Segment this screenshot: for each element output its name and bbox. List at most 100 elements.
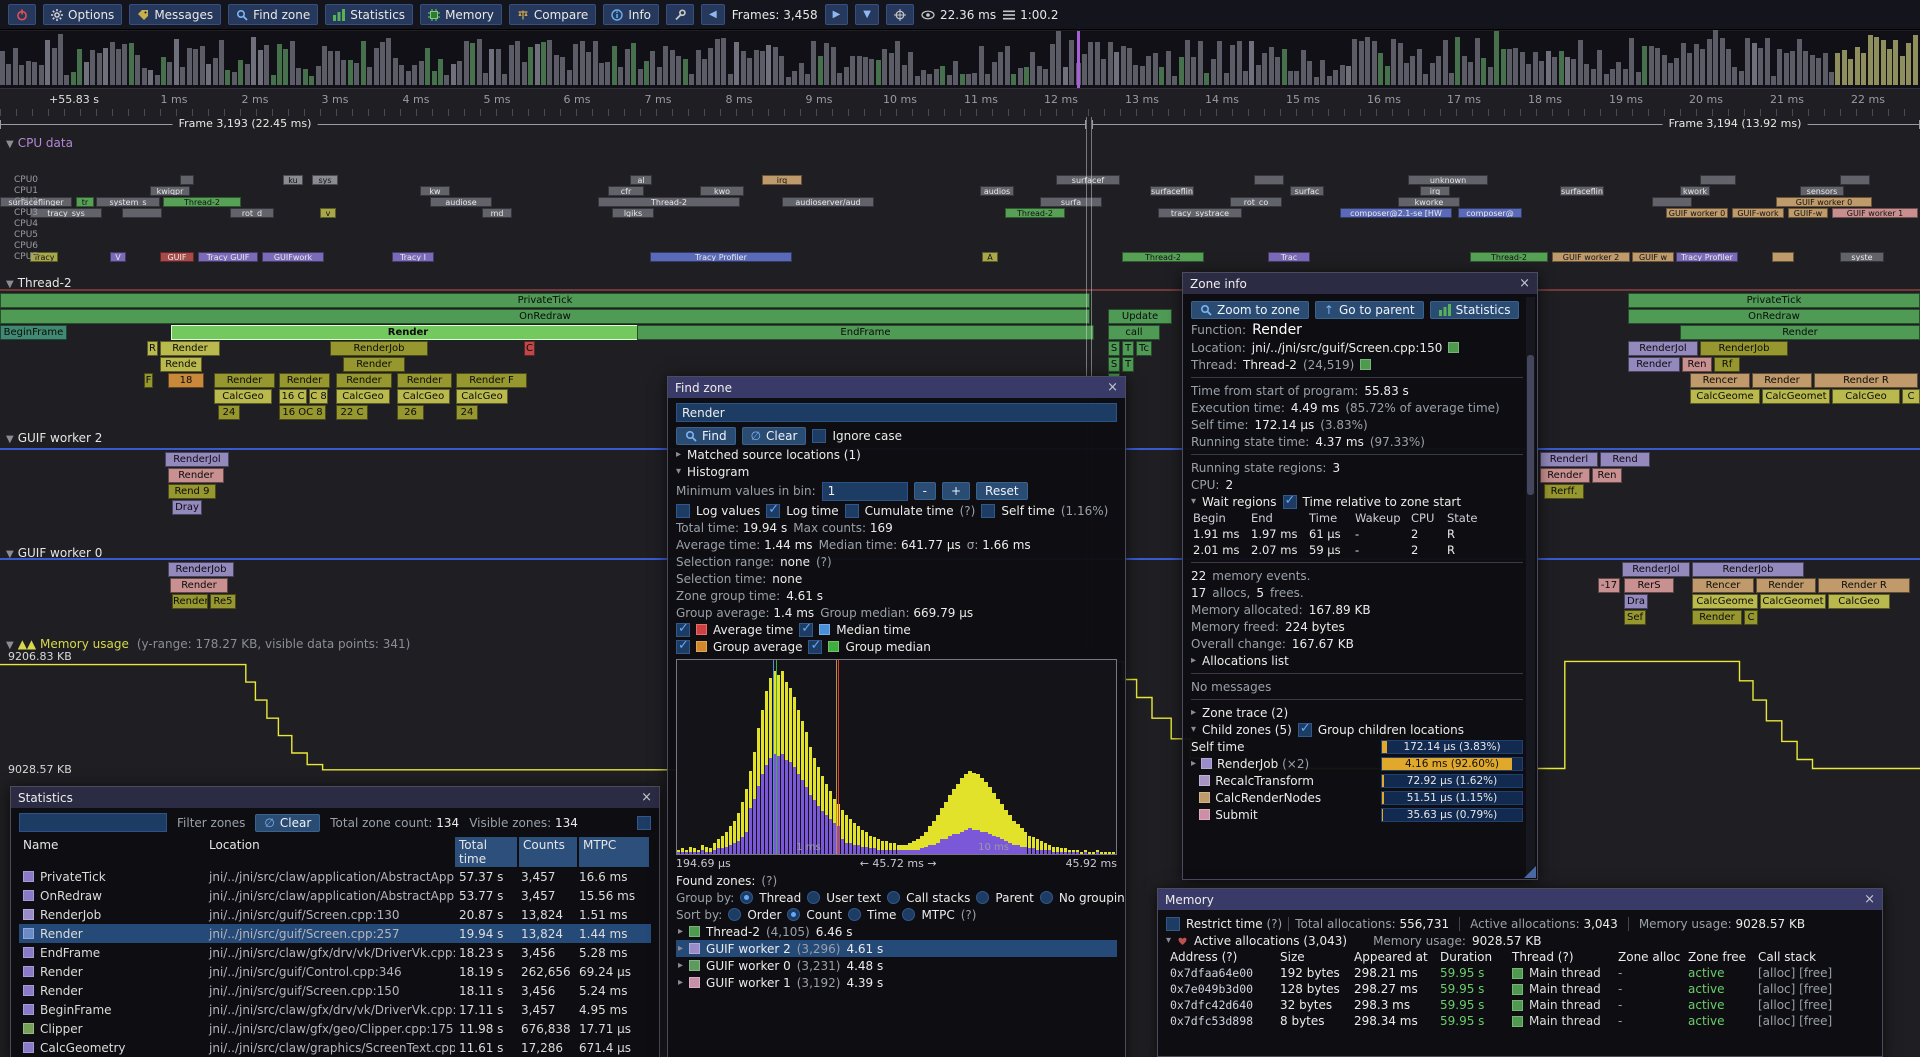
cpu-zone[interactable]: kwiqpr (150, 186, 190, 196)
zone[interactable]: BeginFrame (0, 325, 67, 340)
cpu-zone[interactable]: Thread-2 (1005, 208, 1065, 218)
zone[interactable]: 26 (397, 405, 424, 420)
col-location[interactable]: Location (205, 837, 455, 867)
zone[interactable]: Dra (1624, 594, 1648, 609)
zone[interactable]: 24 (456, 405, 478, 420)
statistics-extra-toggle[interactable] (637, 816, 651, 830)
cpu-zone[interactable] (1254, 175, 1284, 185)
zone-info-scrollbar[interactable] (1526, 297, 1535, 875)
compare-button[interactable]: Compare (509, 4, 596, 25)
cpu-zone[interactable]: surfa (1040, 197, 1102, 207)
zone[interactable]: Render F (456, 373, 527, 388)
cpu-zone[interactable]: syste (1840, 252, 1884, 262)
zone[interactable]: Rend (1600, 452, 1650, 467)
log-time-checkbox[interactable] (766, 504, 780, 518)
zone[interactable]: Render R (1814, 373, 1918, 388)
sort-option-count[interactable]: Count (787, 908, 842, 922)
thread-section-header[interactable]: ▼Thread-2 (6, 276, 72, 290)
min-bin-decrease-button[interactable]: - (914, 482, 936, 500)
reset-button[interactable]: Reset (976, 482, 1028, 500)
find-button[interactable]: Find (676, 427, 736, 445)
cpu-zone[interactable]: irq (1420, 186, 1450, 196)
zone[interactable]: Rend 9 (168, 484, 216, 499)
go-to-parent-button[interactable]: ↑Go to parent (1315, 301, 1424, 319)
col-total-time[interactable]: Total time (455, 837, 517, 867)
cpu-zone[interactable]: rot_d (230, 208, 274, 218)
found-group-row[interactable]: ▸GUIF worker 1(3,192)4.39 s (676, 974, 1117, 991)
zone[interactable]: CalcGeomet (1762, 389, 1830, 404)
cpu-zone[interactable] (1840, 175, 1870, 185)
thread-section-header[interactable]: ▼GUIF worker 2 (6, 431, 102, 445)
cpu-zone[interactable]: GUIF worker 2 (1552, 252, 1630, 262)
frame-markers-bar[interactable]: Frame 3,193 (22.45 ms)Frame 3,194 (13.92… (0, 117, 1920, 132)
cpu-zone[interactable]: al (630, 175, 652, 185)
cumulate-time-checkbox[interactable] (845, 504, 859, 518)
cpu-zone[interactable]: audios (980, 186, 1014, 196)
cpu-zone[interactable]: GUIF-work (1732, 208, 1784, 218)
zone[interactable]: Render (160, 341, 220, 356)
zone[interactable]: Render (397, 373, 452, 388)
find-zone-button[interactable]: Find zone (228, 4, 318, 25)
zone[interactable]: Rf (1714, 357, 1740, 372)
cpu-zone[interactable]: audioserver/aud (782, 197, 874, 207)
histogram-section-header[interactable]: ▾Histogram (676, 463, 1117, 480)
zone[interactable]: S (1108, 357, 1120, 372)
sort-option-time[interactable]: Time (848, 908, 896, 922)
memory-col-header[interactable]: Thread (?) (1508, 949, 1614, 965)
restrict-time-checkbox[interactable] (1166, 917, 1180, 931)
zone[interactable]: Rencer (1692, 578, 1754, 593)
memory-col-header[interactable]: Zone alloc (1614, 949, 1684, 965)
cpu-data-section-header[interactable]: ▼CPU data (6, 136, 73, 150)
table-row[interactable]: EndFramejni/../jni/src/claw/gfx/drv/vk/D… (19, 943, 651, 962)
legend-checkbox[interactable] (676, 623, 690, 637)
memory-col-header[interactable]: Zone free (1684, 949, 1754, 965)
group-option-no-grouping[interactable]: No grouping (1040, 891, 1126, 905)
close-icon[interactable]: × (1107, 380, 1118, 395)
allocation-row[interactable]: 0x7e049b3d00128 bytes298.27 ms59.95 sMai… (1166, 981, 1874, 997)
zone[interactable]: Render (336, 373, 392, 388)
frame-marker[interactable]: Frame 3,193 (22.45 ms) (0, 117, 1086, 132)
cpu-zone[interactable] (180, 175, 194, 185)
cpu-zone[interactable]: ku (283, 175, 303, 185)
zone[interactable]: CalcGeome (1692, 594, 1758, 609)
zone[interactable]: RenderJol (165, 452, 229, 467)
legend-checkbox[interactable] (676, 640, 690, 654)
zone[interactable]: -17 (1598, 578, 1620, 593)
cpu-zone[interactable]: composer@2.1-se [HW (1340, 208, 1452, 218)
wait-regions-header[interactable]: ▾Wait regions Time relative to zone star… (1191, 493, 1523, 510)
zone[interactable]: CalcGeome (1690, 389, 1760, 404)
cpu-zone[interactable]: Thread-2 (1470, 252, 1548, 262)
clear-button[interactable]: ∅Clear (742, 427, 807, 445)
memory-button[interactable]: Memory (420, 4, 502, 25)
cpu-zone[interactable]: surfacefling (1150, 186, 1194, 196)
table-row[interactable]: RenderJobjni/../jni/src/guif/Screen.cpp:… (19, 905, 651, 924)
scrollbar-thumb[interactable] (1527, 355, 1534, 495)
memory-usage-section-header[interactable]: ▼▲▲ Memory usage(y-range: 178.27 KB, vis… (6, 637, 410, 651)
cpu-zone[interactable]: irq (762, 175, 802, 185)
allocation-row[interactable]: 0x7dfc53d8988 bytes298.34 ms59.95 sMain … (1166, 1013, 1874, 1029)
zone[interactable]: S (1108, 341, 1120, 356)
cpu-zone[interactable]: Tracy Profiler (1676, 252, 1738, 262)
zone[interactable]: Render (1628, 357, 1680, 372)
zone[interactable]: Render R (1818, 578, 1910, 593)
cpu-zone[interactable]: GUIF (160, 252, 194, 262)
cpu-zone[interactable]: Thread-2 (598, 197, 740, 207)
cpu-zone[interactable] (1652, 197, 1692, 207)
cpu-zone[interactable]: tracy_sys (30, 208, 102, 218)
cpu-zone[interactable]: Tracy I (392, 252, 434, 262)
memory-col-header[interactable]: Duration (1436, 949, 1508, 965)
close-icon[interactable]: × (641, 790, 652, 805)
zone[interactable]: C (1902, 389, 1920, 404)
zone[interactable]: EndFrame (637, 325, 1094, 340)
zone[interactable]: 22 C (336, 405, 368, 420)
child-zone-row[interactable]: ▸RenderJob (×2)4.16 ms (92.60%) (1191, 755, 1523, 772)
cpu-zone[interactable]: Thread-2 (1122, 252, 1204, 262)
child-zone-row[interactable]: CalcRenderNodes51.51 µs (1.15%) (1191, 789, 1523, 806)
cpu-zone[interactable]: sys (312, 175, 338, 185)
messages-button[interactable]: Messages (129, 4, 221, 25)
sort-option-mtpc[interactable]: MTPC (902, 908, 954, 922)
zone[interactable]: PrivateTick (1628, 293, 1920, 308)
zone[interactable]: RenderJob (330, 341, 428, 356)
active-allocations-header[interactable]: ▾ Active allocations (3,043) Memory usag… (1166, 932, 1874, 949)
zone[interactable]: Render (1756, 578, 1816, 593)
